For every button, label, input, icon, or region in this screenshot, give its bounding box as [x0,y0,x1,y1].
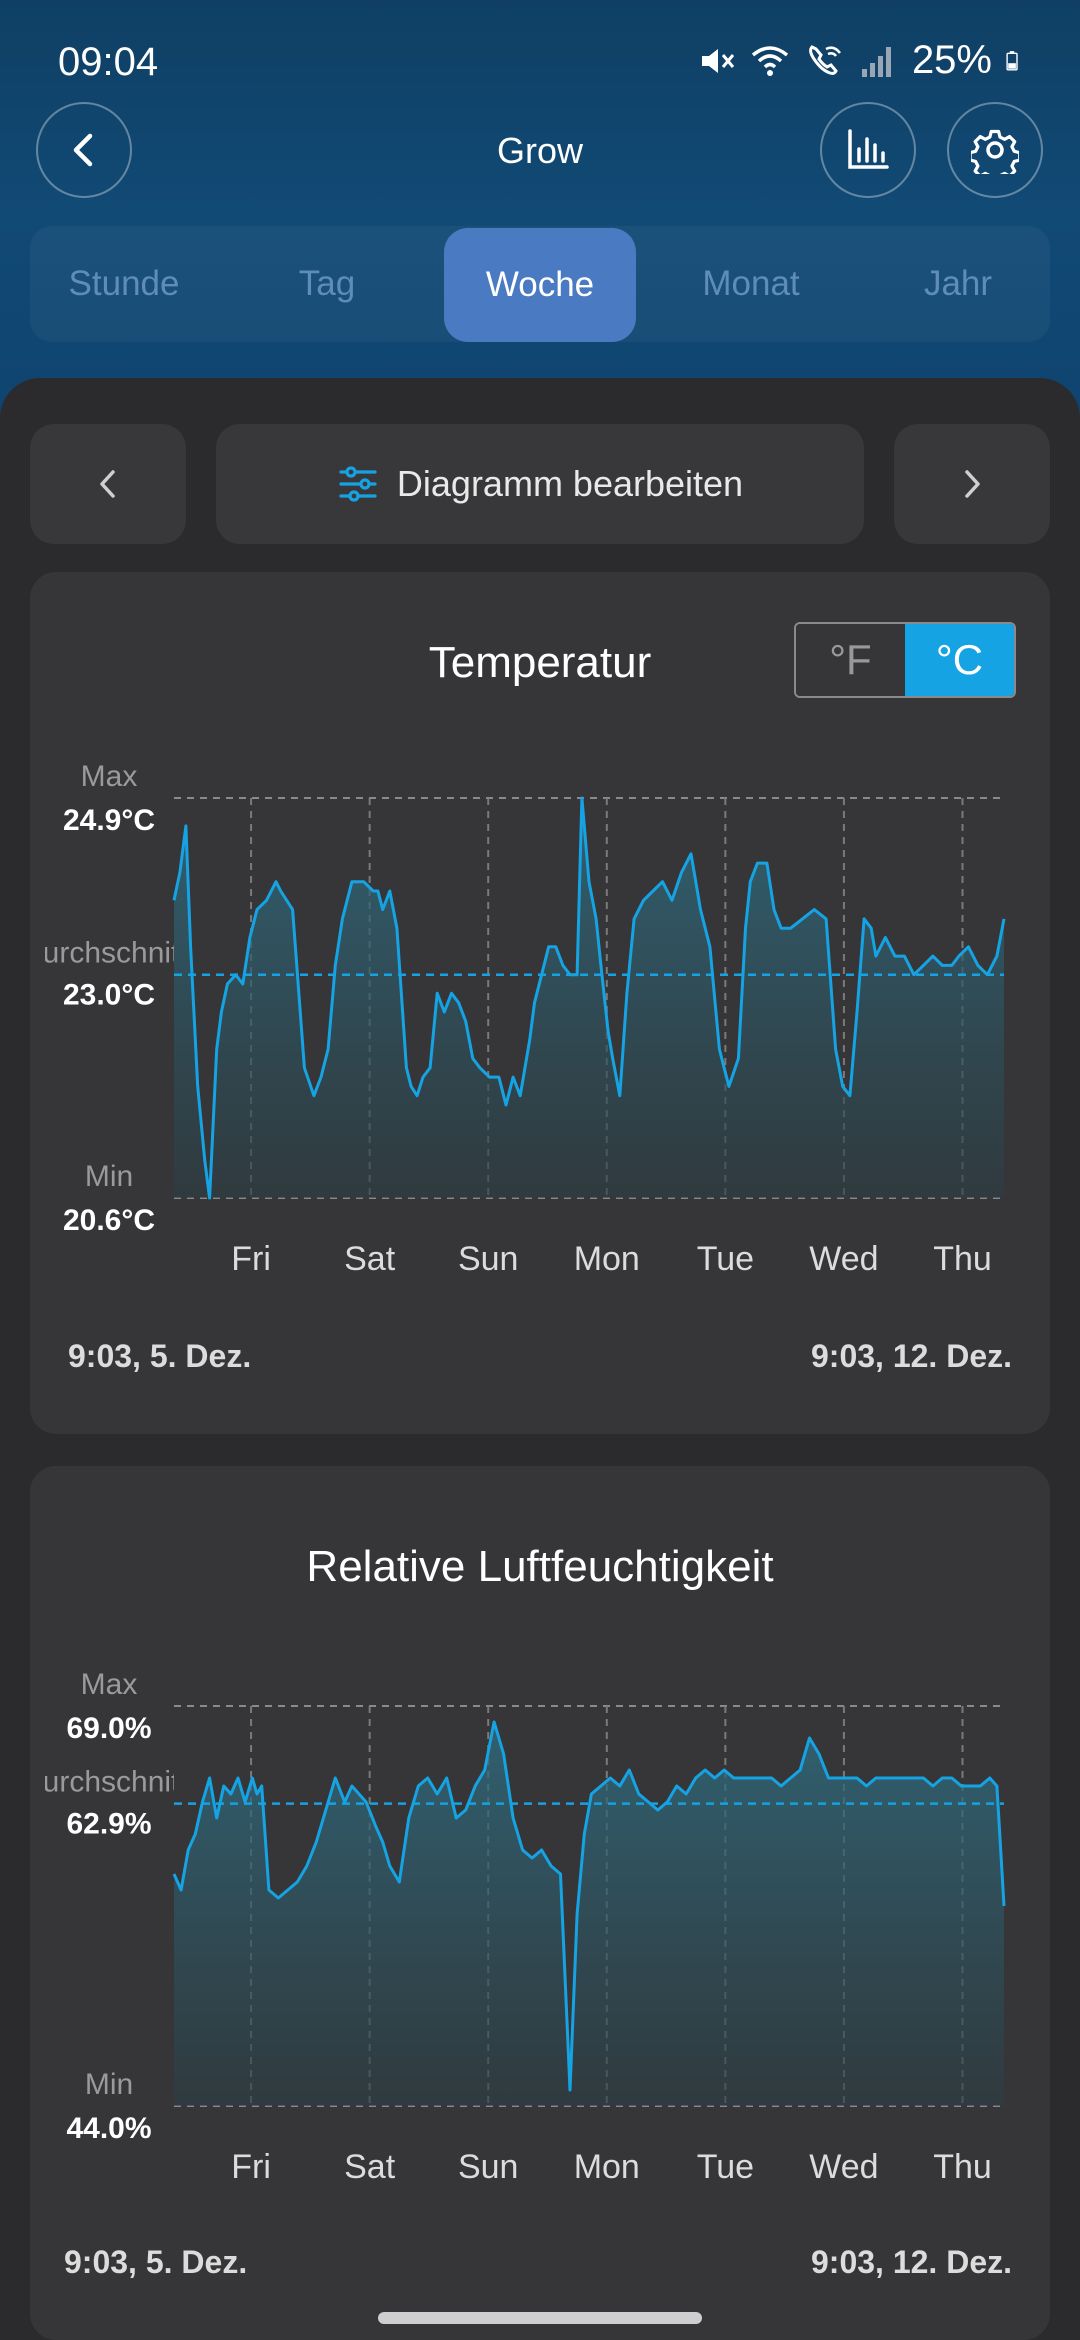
mute-icon [701,48,735,73]
page-title: Grow [496,130,583,171]
statistics-button[interactable] [820,102,916,198]
temperature-chart: Fri Sat Sun Mon Tue Wed Thu Max 24.9°C Durchschni… [30,760,1006,1278]
chevron-left-icon [73,133,93,167]
y-min-label: Min [85,2068,133,2101]
unit-celsius-button[interactable]: °C [905,624,1014,696]
gear-icon [971,129,1019,174]
x-tick-label: Wed [809,2148,878,2186]
edit-chart-button[interactable]: Diagramm bearbeiten [216,424,864,544]
y-avg-label: Durchschnitt [30,937,188,970]
y-min-value: 44.0% [66,2112,151,2145]
x-tick-label: Sun [458,1240,519,1278]
settings-button[interactable] [947,102,1043,198]
previous-period-button[interactable] [30,424,186,544]
x-tick-label: Fri [231,1240,271,1278]
tab-monat[interactable]: Monat [702,264,800,303]
x-tick-label: Tue [697,1240,754,1278]
temperature-title: Temperatur [428,638,652,687]
home-indicator[interactable] [378,2312,702,2324]
humidity-start-date: 9:03, 5. Dez. [64,2244,248,2280]
humidity-chart: Fri Sat Sun Mon Tue Wed Thu Max 69.0% Durchschnit… [30,1668,1006,2186]
x-tick-label: Tue [697,2148,754,2186]
y-max-label: Max [81,1668,138,1701]
x-tick-label: Mon [574,1240,640,1278]
unit-fahrenheit-button[interactable]: °F [796,624,905,696]
x-tick-label: Fri [231,2148,271,2186]
status-time: 09:04 [58,40,159,84]
series-area [174,1722,1004,2106]
back-button[interactable] [36,102,132,198]
status-icons: 25% [696,38,1028,83]
y-max-label: Max [81,760,138,793]
x-tick-label: Sun [458,2148,519,2186]
chevron-left-icon [100,470,115,498]
y-avg-label: Durchschnitt [30,1766,188,1799]
series-line [172,1720,1006,2092]
tab-stunde[interactable]: Stunde [68,264,180,303]
y-max-value: 69.0% [66,1712,151,1745]
wifi-icon [751,45,789,76]
bar-chart-icon [848,129,889,169]
tab-jahr[interactable]: Jahr [923,264,993,303]
y-min-label: Min [85,1160,133,1193]
series-line [172,796,1006,1200]
x-tick-label: Thu [933,2148,992,2186]
x-tick-label: Mon [574,2148,640,2186]
series-area [174,798,1004,1198]
chevron-right-icon [965,470,980,498]
y-avg-value: 62.9% [66,1808,151,1841]
status-bar: 09:04 25% [0,0,1080,110]
humidity-end-date: 9:03, 12. Dez. [811,2244,1012,2280]
temperature-card: Temperatur °F °C Fri Sat Sun Mon Tue Wed Thu Ma… [30,572,1050,1434]
signal-icon [861,46,891,77]
battery-percent: 25% [911,38,992,82]
x-tick-label: Sat [344,2148,396,2186]
header-background [0,0,1080,420]
x-tick-label: Thu [933,1240,992,1278]
x-tick-label: Wed [809,1240,878,1278]
x-tick-label: Sat [344,1240,396,1278]
edit-chart-label: Diagramm bearbeiten [396,463,744,504]
sliders-icon [339,466,377,502]
battery-icon [1006,50,1018,70]
y-min-value: 20.6°C [63,1204,155,1237]
temperature-start-date: 9:03, 5. Dez. [68,1338,252,1374]
temperature-end-date: 9:03, 12. Dez. [811,1338,1012,1374]
unit-toggle: °F °C [794,622,1016,698]
humidity-title: Relative Luftfeuchtigkeit [306,1542,774,1591]
next-period-button[interactable] [894,424,1050,544]
y-max-value: 24.9°C [63,804,155,837]
tab-tag[interactable]: Tag [298,264,356,303]
wifi-call-icon [809,44,841,75]
humidity-card: Relative Luftfeuchtigkeit Fri Sat Sun Mon Tu… [30,1466,1050,2340]
period-tabs: Stunde Tag Woche Monat Jahr [30,226,1050,342]
y-avg-value: 23.0°C [63,979,155,1012]
tab-woche[interactable]: Woche [444,228,636,342]
